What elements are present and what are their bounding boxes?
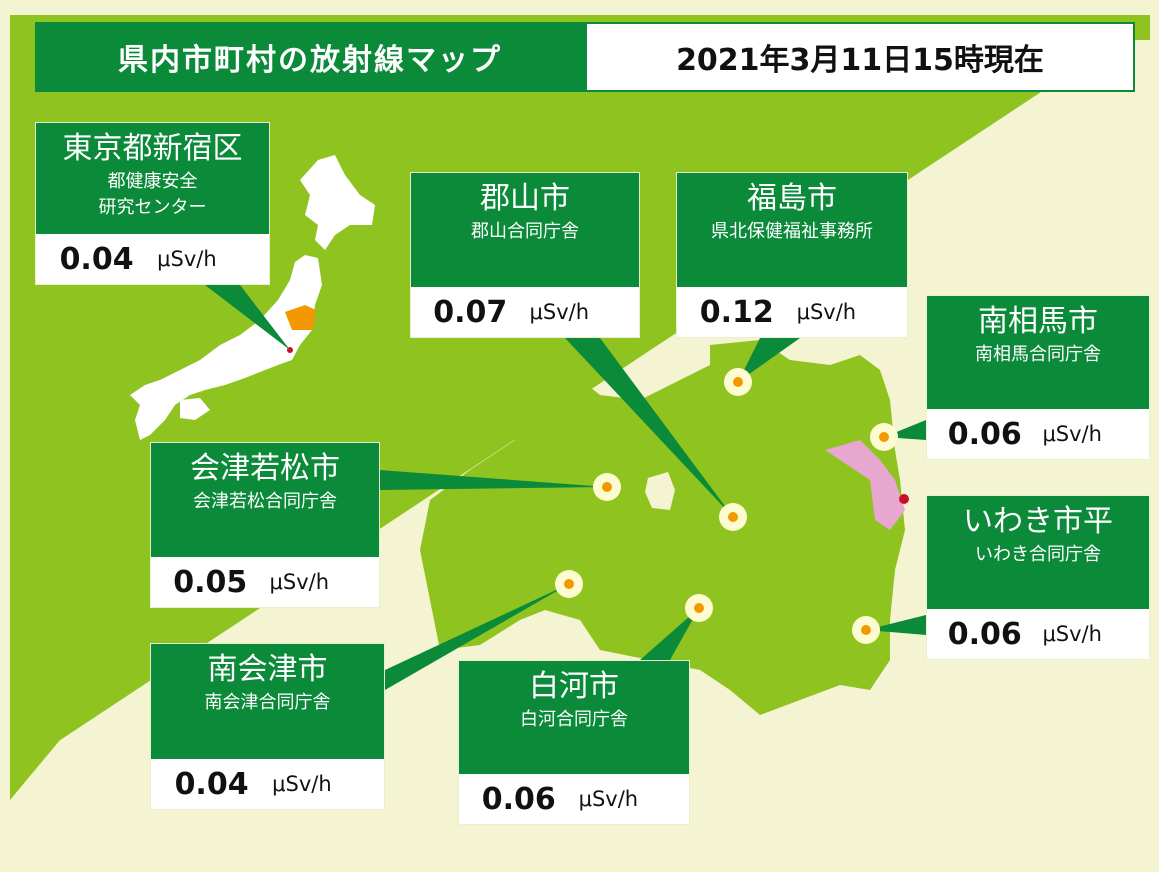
station-value: 0.06 (947, 616, 1022, 652)
fukushima-japan (285, 305, 316, 330)
station-reading: 0.06 μSv/h (459, 774, 689, 824)
station-unit: μSv/h (578, 787, 639, 811)
station-reading: 0.06 μSv/h (927, 609, 1149, 659)
station-unit: μSv/h (1042, 422, 1102, 446)
station-reading: 0.06 μSv/h (927, 409, 1149, 459)
pointer (866, 615, 926, 635)
station-value: 0.07 (433, 294, 508, 330)
station-value: 0.12 (699, 294, 774, 330)
pointer (380, 470, 607, 490)
station-box: 東京都新宿区都健康安全研究センター 0.04 μSv/h (35, 122, 270, 285)
pointer (565, 338, 733, 517)
station-unit: μSv/h (1042, 622, 1102, 646)
pointer (640, 608, 699, 660)
station-dot (694, 603, 704, 613)
station-value: 0.06 (481, 781, 556, 817)
station-city: 福島市 (747, 181, 837, 216)
station-dot (733, 377, 743, 387)
station-reading: 0.05 μSv/h (151, 557, 379, 607)
station-value: 0.04 (174, 766, 249, 802)
station-facility: 研究センター (98, 197, 207, 218)
station-city: 南会津市 (207, 652, 328, 687)
station-value: 0.06 (947, 416, 1022, 452)
datetime: 2021年3月11日15時現在 (585, 22, 1135, 92)
station-unit: μSv/h (269, 570, 330, 594)
pointer (738, 338, 800, 382)
station-dot (602, 482, 612, 492)
pointer (385, 584, 569, 690)
station-facility: 県北保健福祉事務所 (711, 221, 873, 242)
station-facility: 南会津合同庁舎 (204, 692, 331, 713)
station-reading: 0.04 μSv/h (151, 759, 384, 809)
station-box: 郡山市郡山合同庁舎 0.07 μSv/h (410, 172, 640, 338)
station-facility: 白河合同庁舎 (520, 709, 628, 730)
station-dot (564, 579, 574, 589)
station-facility: 郡山合同庁舎 (471, 221, 579, 242)
station-facility: いわき合同庁舎 (975, 544, 1101, 565)
station-value: 0.05 (173, 564, 248, 600)
lake-inawashiro (645, 472, 675, 510)
station-facility: 都健康安全 (107, 171, 198, 192)
japan-map (130, 155, 375, 440)
pointers (205, 285, 926, 690)
pointer (205, 285, 290, 350)
station-box: 白河市白河合同庁舎 0.06 μSv/h (458, 660, 690, 825)
restricted-zone (825, 440, 905, 530)
nuclear-plant (899, 494, 909, 504)
station-dot (879, 432, 889, 442)
station-city: いわき市平 (963, 504, 1113, 539)
station-dot (861, 625, 871, 635)
station-box: いわき市平いわき合同庁舎 0.06 μSv/h (926, 495, 1150, 660)
station-reading: 0.12 μSv/h (677, 287, 907, 337)
title: 県内市町村の放射線マップ (35, 22, 585, 92)
station-unit: μSv/h (529, 300, 590, 324)
station-box: 会津若松市会津若松合同庁舎 0.05 μSv/h (150, 442, 380, 608)
station-box: 南会津市南会津合同庁舎 0.04 μSv/h (150, 643, 385, 810)
station-unit: μSv/h (272, 772, 332, 796)
station-reading: 0.04 μSv/h (36, 234, 269, 284)
station-dot (728, 512, 738, 522)
station-facility: 南相馬合同庁舎 (975, 344, 1101, 365)
green-band-inner (10, 15, 1150, 790)
fukushima-prefecture (420, 340, 905, 715)
station-box: 南相馬市南相馬合同庁舎 0.06 μSv/h (926, 295, 1150, 460)
station-city: 南相馬市 (978, 304, 1098, 339)
station-unit: μSv/h (157, 247, 217, 271)
station-city: 東京都新宿区 (62, 131, 243, 166)
station-value: 0.04 (59, 241, 134, 277)
station-city: 会津若松市 (190, 451, 340, 486)
station-box: 福島市県北保健福祉事務所 0.12 μSv/h (676, 172, 908, 338)
station-reading: 0.07 μSv/h (411, 287, 639, 337)
station-unit: μSv/h (796, 300, 857, 324)
station-facility: 会津若松合同庁舎 (193, 491, 337, 512)
station-city: 白河市 (529, 669, 619, 704)
station-city: 郡山市 (480, 181, 570, 216)
